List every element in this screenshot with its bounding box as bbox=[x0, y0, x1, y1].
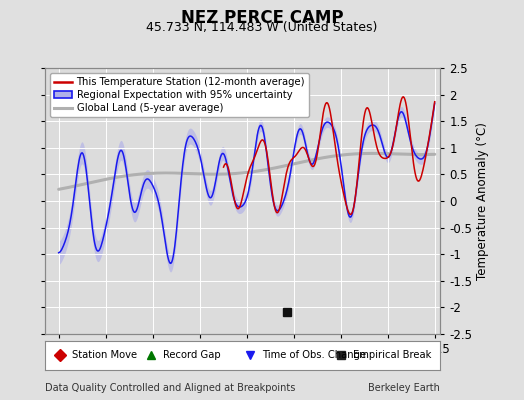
Text: 45.733 N, 114.483 W (United States): 45.733 N, 114.483 W (United States) bbox=[146, 21, 378, 34]
Text: Time of Obs. Change: Time of Obs. Change bbox=[262, 350, 366, 360]
Text: NEZ PERCE CAMP: NEZ PERCE CAMP bbox=[181, 9, 343, 27]
Text: Record Gap: Record Gap bbox=[163, 350, 221, 360]
Text: Berkeley Earth: Berkeley Earth bbox=[368, 383, 440, 393]
Y-axis label: Temperature Anomaly (°C): Temperature Anomaly (°C) bbox=[476, 122, 489, 280]
Legend: This Temperature Station (12-month average), Regional Expectation with 95% uncer: This Temperature Station (12-month avera… bbox=[50, 73, 309, 117]
Text: Empirical Break: Empirical Break bbox=[353, 350, 431, 360]
Text: Data Quality Controlled and Aligned at Breakpoints: Data Quality Controlled and Aligned at B… bbox=[45, 383, 295, 393]
Text: Station Move: Station Move bbox=[72, 350, 137, 360]
